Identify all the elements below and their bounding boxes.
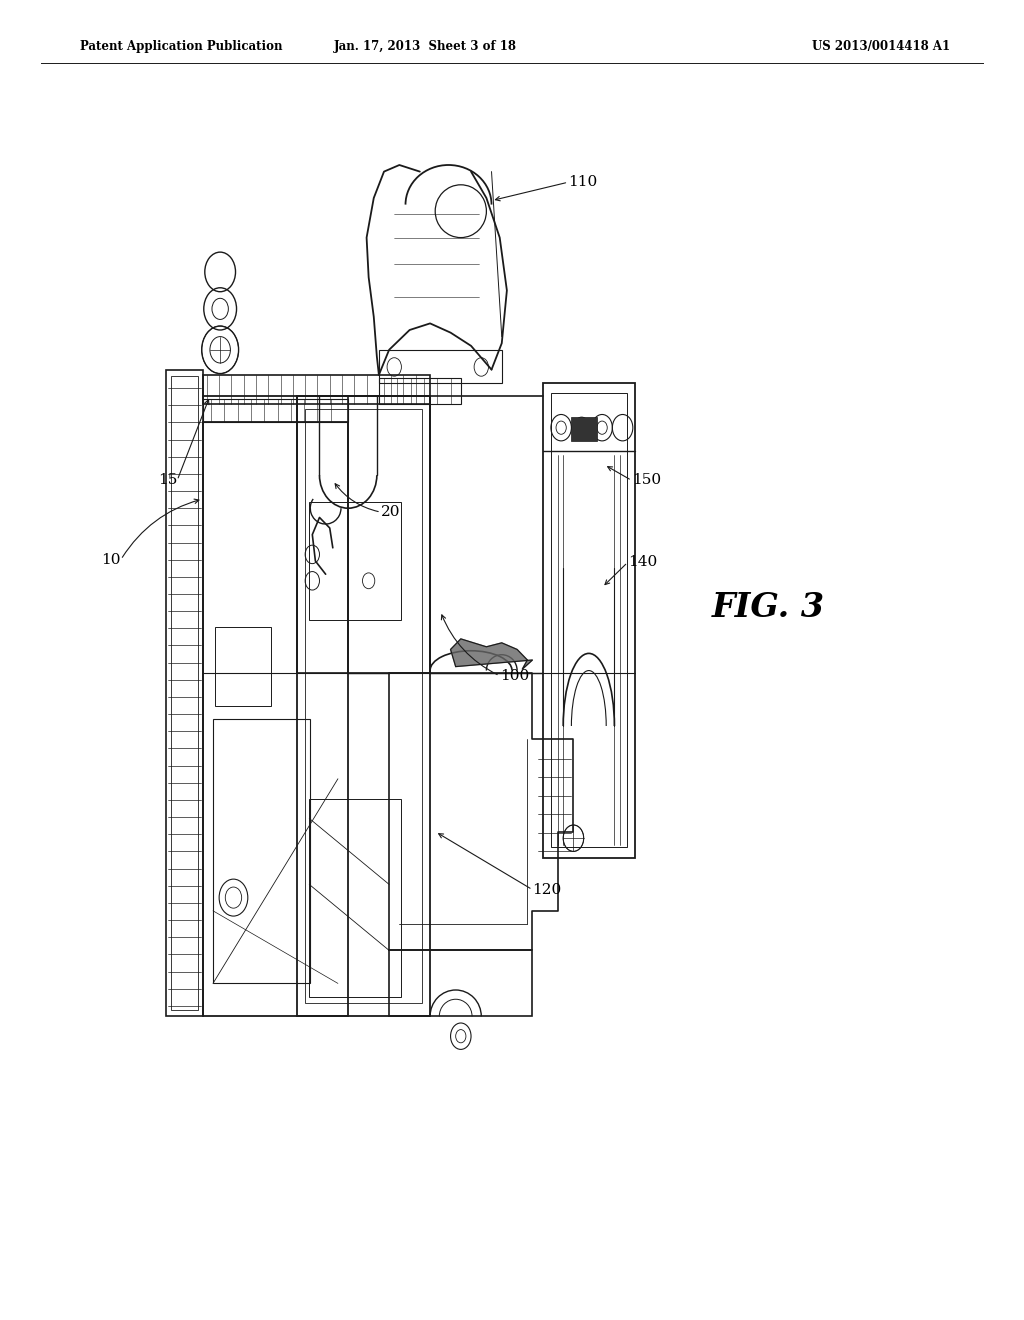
Text: 15: 15: [158, 474, 177, 487]
Bar: [551, 393, 627, 847]
Bar: [571, 417, 597, 441]
Bar: [203, 399, 348, 422]
Bar: [389, 950, 532, 1016]
Bar: [305, 409, 422, 1003]
Text: 100: 100: [500, 669, 529, 682]
Bar: [309, 502, 401, 620]
Bar: [213, 719, 310, 983]
Text: 150: 150: [632, 474, 660, 487]
Text: US 2013/0014418 A1: US 2013/0014418 A1: [812, 41, 950, 53]
Text: Patent Application Publication: Patent Application Publication: [80, 41, 283, 53]
Text: 140: 140: [628, 556, 657, 569]
Text: Jan. 17, 2013  Sheet 3 of 18: Jan. 17, 2013 Sheet 3 of 18: [334, 41, 516, 53]
Bar: [171, 376, 198, 1010]
Polygon shape: [451, 639, 532, 669]
Bar: [379, 350, 502, 383]
Text: 110: 110: [568, 176, 598, 189]
Bar: [203, 375, 430, 404]
Bar: [166, 370, 203, 1016]
Bar: [543, 383, 635, 858]
Bar: [297, 396, 430, 1016]
Bar: [309, 799, 401, 997]
Text: 10: 10: [101, 553, 121, 566]
Bar: [203, 422, 348, 1016]
Bar: [379, 378, 461, 404]
Text: 20: 20: [381, 506, 400, 519]
Bar: [297, 396, 430, 673]
Text: 120: 120: [532, 883, 562, 896]
Bar: [215, 627, 271, 706]
Text: FIG. 3: FIG. 3: [712, 590, 824, 623]
